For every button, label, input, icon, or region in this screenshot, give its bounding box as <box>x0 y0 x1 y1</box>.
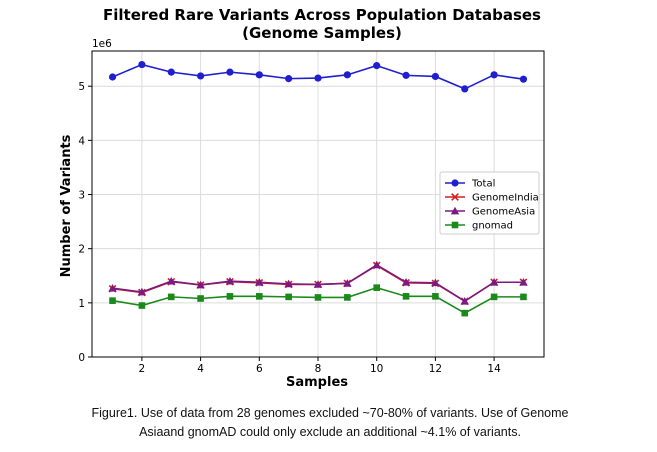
data-point <box>490 293 498 301</box>
data-point <box>108 284 117 292</box>
data-point <box>285 75 293 83</box>
data-point <box>520 293 527 301</box>
x-axis-label: Samples <box>286 375 348 390</box>
legend-item: gnomad <box>445 221 513 232</box>
y-tick-label: 2 <box>78 244 85 256</box>
legend-swatch-marker <box>451 221 459 229</box>
legend-label: gnomad <box>472 221 513 232</box>
data-point <box>167 293 175 301</box>
x-tick-label: 2 <box>139 363 146 375</box>
data-point <box>489 278 499 286</box>
data-point <box>255 278 264 286</box>
data-point <box>196 280 205 289</box>
series-total <box>108 60 528 93</box>
y-multiplier-label: 1e6 <box>92 38 112 50</box>
figure-caption: Figure1. Use of data from 28 genomes exc… <box>40 404 620 442</box>
data-point <box>313 280 323 288</box>
legend-swatch-marker <box>451 179 459 187</box>
data-point <box>285 293 292 301</box>
data-point <box>461 85 469 93</box>
data-point <box>461 309 469 317</box>
data-point <box>196 72 205 80</box>
y-tick-label: 5 <box>78 81 85 93</box>
data-point <box>226 293 234 300</box>
data-point <box>167 68 175 76</box>
data-point <box>255 71 263 79</box>
line-chart: Filtered Rare Variants Across Population… <box>59 6 545 390</box>
data-point <box>314 74 322 82</box>
series-group <box>108 60 528 317</box>
x-tick-label: 10 <box>370 363 383 375</box>
x-tick-label: 14 <box>487 363 501 375</box>
data-point <box>138 302 146 309</box>
data-point <box>373 62 381 70</box>
data-point <box>314 294 322 301</box>
y-tick-label: 0 <box>78 352 85 364</box>
legend-box <box>439 171 540 235</box>
data-point <box>402 71 410 79</box>
data-point <box>344 294 351 301</box>
x-tick-label: 12 <box>429 363 442 375</box>
data-point <box>519 75 528 83</box>
data-point <box>343 279 352 287</box>
legend-item: Total <box>445 179 495 190</box>
data-point <box>284 279 293 288</box>
data-point <box>460 297 469 305</box>
data-point <box>225 276 235 285</box>
legend-label: Total <box>471 179 495 190</box>
legend-label: GenomeIndia <box>472 193 539 204</box>
data-point <box>343 71 351 79</box>
data-point <box>402 293 410 300</box>
y-tick-label: 1 <box>78 298 85 310</box>
data-point <box>372 260 381 269</box>
data-point <box>167 276 176 285</box>
chart-title-line-2: (Genome Samples) <box>242 24 402 42</box>
data-point <box>108 73 117 81</box>
data-point <box>373 284 381 291</box>
data-point <box>137 287 147 296</box>
x-tick-label: 4 <box>197 363 204 375</box>
data-point <box>401 278 411 286</box>
data-point <box>197 295 204 302</box>
x-marker-stroke <box>451 193 459 201</box>
x-tick-label: 8 <box>315 363 322 375</box>
data-point <box>431 278 440 287</box>
y-tick-label: 3 <box>78 190 85 202</box>
data-point <box>138 60 146 69</box>
legend-item: GenomeIndia <box>445 193 539 204</box>
caption-line-1: Figure1. Use of data from 28 genomes exc… <box>91 406 569 420</box>
series-gnomad <box>109 284 527 317</box>
data-point <box>431 72 440 81</box>
y-tick-label: 4 <box>78 135 85 147</box>
data-point <box>519 278 528 286</box>
legend-label: GenomeAsia <box>472 207 535 218</box>
legend-swatch-marker <box>450 206 460 215</box>
data-point <box>226 68 234 76</box>
data-point <box>490 71 498 79</box>
series-genomeasia <box>108 260 528 305</box>
chart-title-line-1: Filtered Rare Variants Across Population… <box>103 6 541 24</box>
data-point <box>432 293 439 300</box>
y-axis-label: Number of Variants <box>59 134 74 277</box>
data-point <box>109 297 116 304</box>
legend-swatch-marker <box>451 193 459 201</box>
caption-line-2: Asiaand gnomAD could only exclude an add… <box>139 425 521 439</box>
legend: Total GenomeIndia GenomeAsia gnomad <box>439 171 540 235</box>
data-point <box>255 293 263 300</box>
legend-item: GenomeAsia <box>445 207 535 218</box>
x-tick-label: 6 <box>256 363 263 375</box>
